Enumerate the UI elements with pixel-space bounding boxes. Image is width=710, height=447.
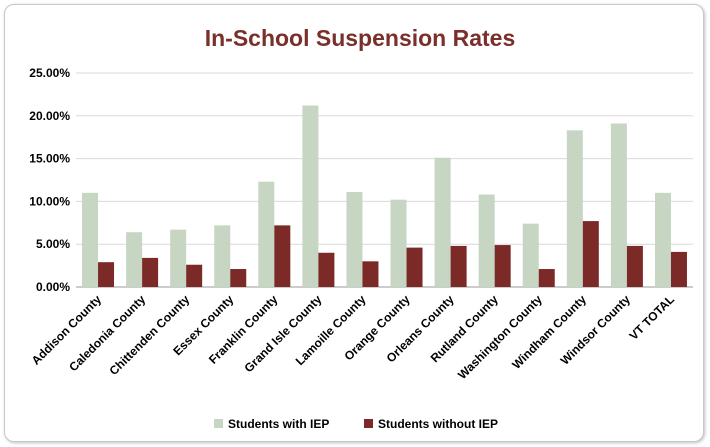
bar-without-iep: [494, 245, 511, 287]
bar-with-iep: [390, 199, 407, 287]
legend-label: Students with IEP: [228, 417, 329, 431]
legend: Students with IEP Students without IEP: [214, 417, 498, 431]
x-tick-label: VT TOTAL: [626, 292, 677, 343]
bar-with-iep: [522, 223, 539, 287]
legend-swatch: [364, 419, 373, 428]
bar-with-iep: [126, 232, 143, 287]
bar-with-iep: [346, 191, 363, 287]
bar-with-iep: [302, 105, 319, 287]
bar-without-iep: [582, 221, 599, 287]
bar-with-iep: [654, 192, 671, 287]
bar-with-iep: [214, 225, 231, 287]
bar-without-iep: [362, 261, 379, 287]
x-tick-label: Washington County: [455, 292, 545, 382]
y-tick-label: 5.00%: [36, 237, 70, 251]
bar-with-iep: [434, 157, 451, 287]
y-tick-label: 25.00%: [29, 66, 70, 80]
y-tick-label: 20.00%: [29, 109, 70, 123]
bar-with-iep: [478, 194, 495, 287]
bar-without-iep: [230, 269, 247, 287]
bar-without-iep: [538, 269, 555, 287]
chart-title: In-School Suspension Rates: [205, 25, 516, 51]
bar-without-iep: [670, 251, 687, 287]
bar-with-iep: [258, 181, 275, 287]
bars: [82, 105, 687, 287]
bar-without-iep: [406, 247, 423, 287]
x-tick-label: Windham County: [509, 292, 589, 372]
x-tick-label: Chittenden County: [107, 292, 193, 378]
bar-without-iep: [274, 225, 291, 287]
bar-with-iep: [82, 192, 99, 287]
x-tick-label: Grand Isle County: [242, 292, 325, 375]
bar-with-iep: [170, 229, 187, 287]
y-tick-label: 15.00%: [29, 152, 70, 166]
gridlines: [76, 72, 693, 288]
bar-without-iep: [186, 264, 203, 287]
bar-without-iep: [142, 257, 159, 287]
bar-with-iep: [610, 123, 627, 287]
bar-without-iep: [626, 245, 643, 287]
y-tick-label: 0.00%: [36, 280, 70, 294]
legend-swatch: [214, 419, 223, 428]
bar-without-iep: [450, 245, 467, 287]
y-axis: 0.00% 5.00% 10.00% 15.00% 20.00% 25.00%: [29, 66, 70, 294]
bar-without-iep: [98, 262, 115, 287]
bar-without-iep: [318, 252, 335, 287]
x-tick-label: Caledonia County: [66, 292, 148, 374]
bar-with-iep: [566, 130, 583, 287]
legend-label: Students without IEP: [378, 417, 498, 431]
y-tick-label: 10.00%: [29, 194, 70, 208]
